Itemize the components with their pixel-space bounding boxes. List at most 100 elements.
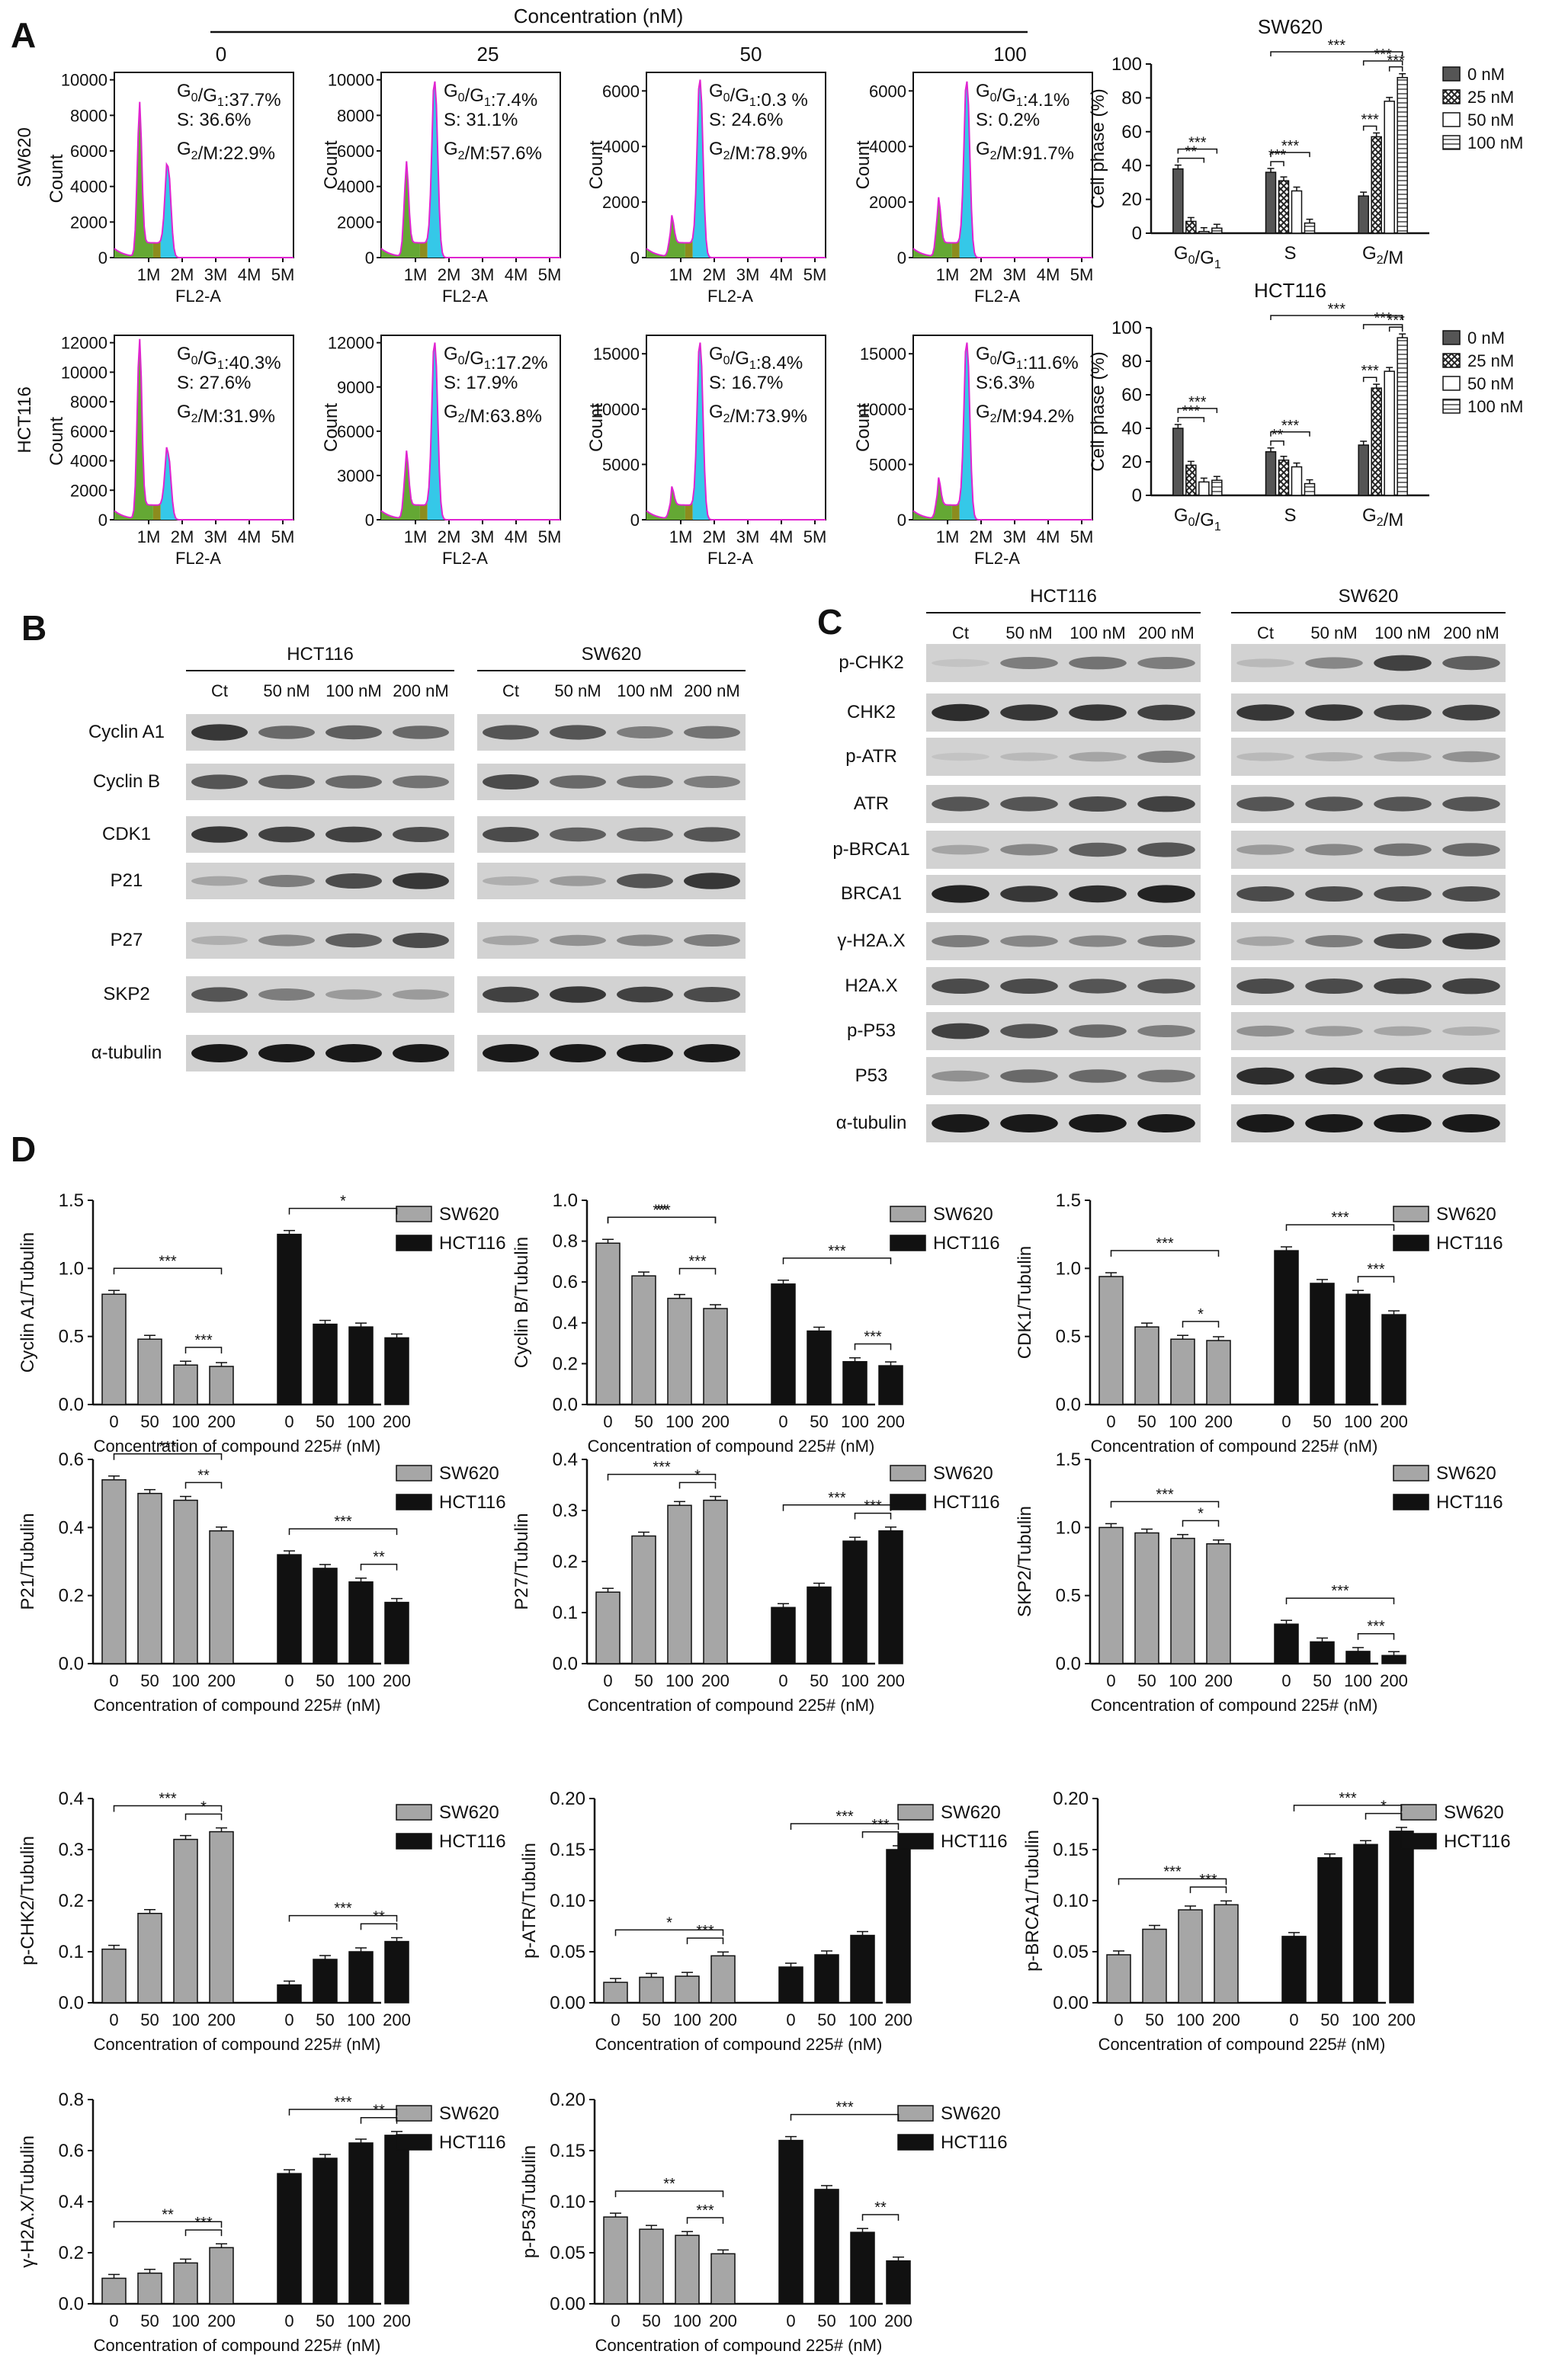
y-tick-label: 0.10 <box>550 1891 585 1911</box>
y-axis-label: p-ATR/Tubulin <box>519 1843 540 1959</box>
sig-bracket <box>288 1914 398 1922</box>
y-tick-label: 12000 <box>328 334 374 353</box>
y-tick-label: 60 <box>1121 385 1142 405</box>
bar <box>101 1479 127 1664</box>
y-axis-label: Cyclin B/Tubulin <box>512 1237 532 1369</box>
quant-chart-skp2: 0.0 0.5 1.0 1.5 SKP2/Tubulin 0 50 100 200 0 50 100 2… <box>1015 1449 1503 1715</box>
bar <box>886 2260 911 2305</box>
blot-band <box>1305 1114 1363 1132</box>
y-tick-label: 1.0 <box>553 1190 578 1211</box>
g2m-percent: G2/M:63.8% <box>444 402 542 427</box>
y-tick-label: 1.5 <box>1056 1190 1081 1211</box>
sig-bracket <box>1388 66 1403 72</box>
histogram-hct116-25: Count 0 3000 6000 9000 12000 1M 2M 3M 4M 5M FL2-A G0… <box>321 334 561 568</box>
g0g1-percent: G0/G1:4.1% <box>976 81 1070 111</box>
blot-band <box>1137 751 1195 763</box>
lane-label: 50 nM <box>263 681 309 700</box>
blot-band <box>1442 796 1500 812</box>
sig-bracket <box>1177 408 1218 413</box>
blot-band <box>617 726 673 738</box>
x-tick-label: 2M <box>171 265 194 284</box>
g0g1-peak <box>646 486 685 520</box>
blot-band <box>191 987 248 1002</box>
blot-band <box>1236 658 1294 668</box>
y-axis-label: Count <box>853 140 874 189</box>
blot-band <box>1374 1114 1432 1132</box>
sig-label: *** <box>1367 1619 1385 1635</box>
y-tick-label: 10000 <box>61 363 107 382</box>
x-tick-label: 200 <box>877 1412 905 1431</box>
sig-label: *** <box>871 1817 890 1834</box>
sig-bracket <box>1182 1321 1220 1328</box>
sig-bracket <box>1365 1812 1403 1820</box>
legend-swatch <box>396 2134 432 2151</box>
x-tick-label: 4M <box>1037 527 1060 546</box>
x-tick-label: 50 <box>1137 1412 1156 1431</box>
y-axis-label: Count <box>47 417 67 466</box>
quant-chart-cyclin-b: 0.0 0.2 0.4 0.6 0.8 1.0 Cyclin B/Tubulin 0 50 100… <box>512 1190 1000 1456</box>
blot-band <box>483 827 539 842</box>
blot-band <box>1442 704 1500 721</box>
legend-swatch <box>1400 1804 1437 1821</box>
bar <box>348 1951 374 2004</box>
bar <box>667 1297 692 1405</box>
x-tick-label: 0 <box>778 1671 787 1690</box>
x-tick-label: 200 <box>207 1671 236 1690</box>
bar <box>277 1233 302 1405</box>
panel-label-c: C <box>817 602 842 642</box>
sig-bracket <box>1388 326 1403 332</box>
y-tick-label: 9000 <box>337 378 374 397</box>
sig-label: * <box>666 1914 672 1931</box>
blot-band <box>1374 978 1432 995</box>
y-tick-label: 0.4 <box>553 1313 578 1334</box>
sig-bracket <box>184 1813 223 1821</box>
bar <box>850 2231 875 2305</box>
g0g1-peak <box>646 215 685 258</box>
sig-label: ** <box>162 2206 174 2223</box>
bar <box>807 1330 832 1405</box>
x-tick-label: 1M <box>669 265 693 284</box>
lane-label: 50 nM <box>554 681 601 700</box>
x-tick-label: 200 <box>884 2311 912 2330</box>
bar <box>1291 190 1303 234</box>
bar <box>778 2139 803 2305</box>
blot-band <box>393 827 449 842</box>
x-tick-label: 100 <box>1352 2010 1380 2029</box>
legend-label: HCT116 <box>439 1831 506 1852</box>
x-tick-label: 0 <box>109 1412 118 1431</box>
y-tick-label: 20 <box>1121 452 1142 472</box>
g2m-peak <box>959 342 978 520</box>
protein-label: P21 <box>111 870 143 891</box>
blot-band <box>932 979 989 994</box>
blot-band <box>1442 1027 1500 1036</box>
x-tick-label: 200 <box>207 2010 236 2029</box>
y-tick-label: 0.15 <box>550 1840 585 1860</box>
sig-bracket <box>113 1453 223 1460</box>
legend-label: SW620 <box>439 1204 499 1225</box>
blot-band <box>1442 978 1500 995</box>
x-tick-label: 0 <box>284 2010 293 2029</box>
bar <box>173 1838 198 2004</box>
sig-bracket <box>113 2221 223 2228</box>
blot-band <box>1374 843 1432 857</box>
y-tick-label: 0.0 <box>553 1654 578 1674</box>
x-tick-label: 5M <box>1070 527 1094 546</box>
blot-band <box>1069 1114 1127 1132</box>
x-tick-label: 0 <box>611 2311 620 2330</box>
bar <box>1274 1623 1299 1664</box>
lane-label: Ct <box>1257 623 1274 642</box>
x-tick-label: 200 <box>1204 1671 1233 1690</box>
x-axis-label: Concentration of compound 225# (nM) <box>94 1696 381 1715</box>
legend-swatch <box>396 1833 432 1850</box>
y-tick-label: 0.0 <box>1056 1395 1081 1415</box>
bar <box>173 2262 198 2305</box>
blot-band <box>1236 844 1294 855</box>
bar <box>814 2189 839 2305</box>
blot-band <box>191 774 248 790</box>
x-tick-label: 100 <box>1344 1412 1372 1431</box>
sig-label: *** <box>1199 1872 1217 1888</box>
legend-swatch <box>897 1804 934 1821</box>
blot-band <box>1000 796 1058 812</box>
sig-label: ** <box>373 2103 385 2119</box>
g0g1-peak <box>913 477 952 520</box>
